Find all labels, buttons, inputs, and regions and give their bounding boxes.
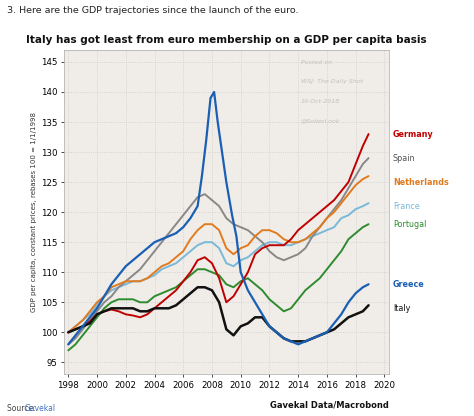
Text: @SoberLook: @SoberLook xyxy=(301,118,340,123)
Text: France: France xyxy=(393,202,419,210)
Text: Greece: Greece xyxy=(393,280,425,289)
Text: Source:: Source: xyxy=(7,404,38,413)
Text: 19-Oct-2018: 19-Oct-2018 xyxy=(301,99,340,104)
Y-axis label: GDP per capita, constant prices, rebases 100 = 1/1/1998: GDP per capita, constant prices, rebases… xyxy=(31,112,37,312)
Text: WSJ: The Daily Shot: WSJ: The Daily Shot xyxy=(301,79,363,84)
Text: Gavekal Data/Macrobond: Gavekal Data/Macrobond xyxy=(270,400,389,409)
Text: Portugal: Portugal xyxy=(393,220,426,229)
Text: Posted on: Posted on xyxy=(301,59,332,64)
Text: Germany: Germany xyxy=(393,129,434,139)
Text: 3. Here are the GDP trajectories since the launch of the euro.: 3. Here are the GDP trajectories since t… xyxy=(7,6,299,15)
Text: Netherlands: Netherlands xyxy=(393,178,448,187)
Title: Italy has got least from euro membership on a GDP per capita basis: Italy has got least from euro membership… xyxy=(26,35,427,45)
Text: Italy: Italy xyxy=(393,304,410,313)
Text: Gavekal: Gavekal xyxy=(25,404,56,413)
Text: Spain: Spain xyxy=(393,154,415,163)
